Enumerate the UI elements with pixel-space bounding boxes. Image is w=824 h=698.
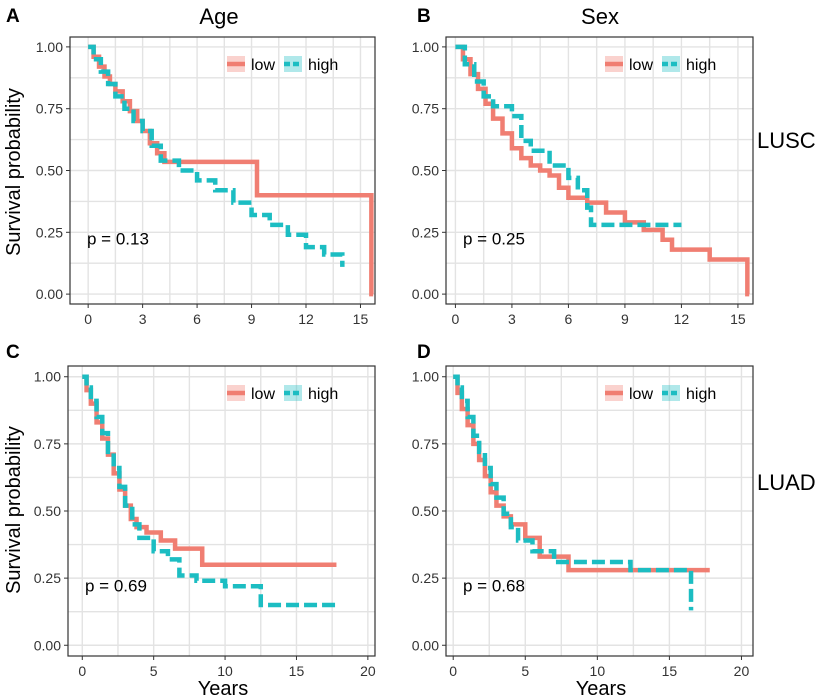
y-tick-label: 0.00 xyxy=(412,637,439,653)
x-tick-label: 9 xyxy=(248,311,256,327)
legend: low high xyxy=(605,385,716,403)
y-tick-label: 0.75 xyxy=(36,101,63,117)
row-label-lusc: LUSC xyxy=(757,128,816,153)
y-tick-label: 0.75 xyxy=(412,436,439,452)
x-tick-label: 6 xyxy=(565,311,573,327)
p-value-label: p = 0.13 xyxy=(87,230,149,249)
x-tick-label: 5 xyxy=(521,663,529,679)
x-tick-label: 15 xyxy=(730,311,746,327)
panel-c: 0.00 0.25 0.50 0.75 1.00 0 5 10 15 20 p = 0.69 low h… xyxy=(34,365,376,679)
y-tick-label: 0.75 xyxy=(34,436,61,452)
x-tick-label: 0 xyxy=(452,311,460,327)
y-tick-label: 0.25 xyxy=(34,570,61,586)
x-tick-label: 20 xyxy=(734,663,750,679)
y-tick-label: 0.00 xyxy=(34,637,61,653)
x-axis-label-right: Years xyxy=(576,678,626,698)
y-axis-label-top: Survival probability xyxy=(3,88,25,256)
legend: low high xyxy=(227,385,338,403)
y-axis-label-bottom: Survival probability xyxy=(3,426,25,594)
p-value-label: p = 0.69 xyxy=(85,577,147,596)
y-tick-label: 0.00 xyxy=(412,286,439,302)
x-tick-label: 9 xyxy=(621,311,629,327)
x-tick-label: 3 xyxy=(508,311,516,327)
x-tick-label: 12 xyxy=(674,311,690,327)
x-tick-label: 5 xyxy=(150,663,158,679)
x-tick-label: 15 xyxy=(289,663,305,679)
y-tick-label: 1.00 xyxy=(36,39,63,55)
y-tick-label: 1.00 xyxy=(412,39,439,55)
x-tick-label: 10 xyxy=(217,663,233,679)
y-tick-label: 0.25 xyxy=(412,224,439,240)
panel-label-c: C xyxy=(6,342,20,363)
panel-b: 0.00 0.25 0.50 0.75 1.00 0 3 6 9 12 15 p = 0.25 low h… xyxy=(412,36,754,327)
series-high-line xyxy=(453,374,694,611)
legend-low-label: low xyxy=(251,386,275,403)
column-title-age: Age xyxy=(199,4,238,29)
legend: low high xyxy=(227,56,338,74)
panel-label-d: D xyxy=(417,342,431,363)
x-tick-label: 15 xyxy=(353,311,369,327)
panel-d: 0.00 0.25 0.50 0.75 1.00 0 5 10 15 20 p = 0.68 low h… xyxy=(412,365,754,679)
x-tick-label: 3 xyxy=(139,311,147,327)
p-value-label: p = 0.68 xyxy=(463,577,525,596)
x-tick-label: 0 xyxy=(78,663,86,679)
row-label-luad: LUAD xyxy=(757,470,816,495)
x-tick-label: 0 xyxy=(84,311,92,327)
y-tick-label: 0.50 xyxy=(34,503,61,519)
x-tick-label: 12 xyxy=(298,311,314,327)
legend: low high xyxy=(605,56,716,74)
y-tick-label: 0.25 xyxy=(412,570,439,586)
panel-label-b: B xyxy=(417,6,431,27)
panel-label-a: A xyxy=(6,6,20,27)
legend-high-label: high xyxy=(308,57,338,74)
x-tick-label: 0 xyxy=(449,663,457,679)
x-tick-label: 20 xyxy=(360,663,376,679)
y-tick-label: 1.00 xyxy=(412,369,439,385)
legend-low-label: low xyxy=(629,386,653,403)
legend-low-label: low xyxy=(629,57,653,74)
y-tick-label: 1.00 xyxy=(34,369,61,385)
legend-high-label: high xyxy=(308,386,338,403)
column-title-sex: Sex xyxy=(581,4,619,29)
y-tick-label: 0.50 xyxy=(412,503,439,519)
x-tick-label: 6 xyxy=(193,311,201,327)
x-tick-label: 15 xyxy=(662,663,678,679)
legend-low-label: low xyxy=(251,57,275,74)
x-tick-label: 10 xyxy=(590,663,606,679)
y-tick-label: 0.50 xyxy=(412,163,439,179)
series-high-line xyxy=(88,44,345,267)
panels: 0.00 0.25 0.50 0.75 1.00 0 3 6 9 12 15 p = 0.13 low h… xyxy=(34,36,754,679)
y-tick-label: 0.50 xyxy=(36,163,63,179)
series-high-line xyxy=(82,374,340,608)
x-axis-label-left: Years xyxy=(198,678,248,698)
p-value-label: p = 0.25 xyxy=(463,230,525,249)
legend-high-label: high xyxy=(686,386,716,403)
panel-a: 0.00 0.25 0.50 0.75 1.00 0 3 6 9 12 15 p = 0.13 low h… xyxy=(36,36,376,327)
y-tick-label: 0.75 xyxy=(412,101,439,117)
y-tick-label: 0.00 xyxy=(36,286,63,302)
y-tick-label: 0.25 xyxy=(36,224,63,240)
legend-high-label: high xyxy=(686,57,716,74)
series-high-line xyxy=(455,44,682,228)
